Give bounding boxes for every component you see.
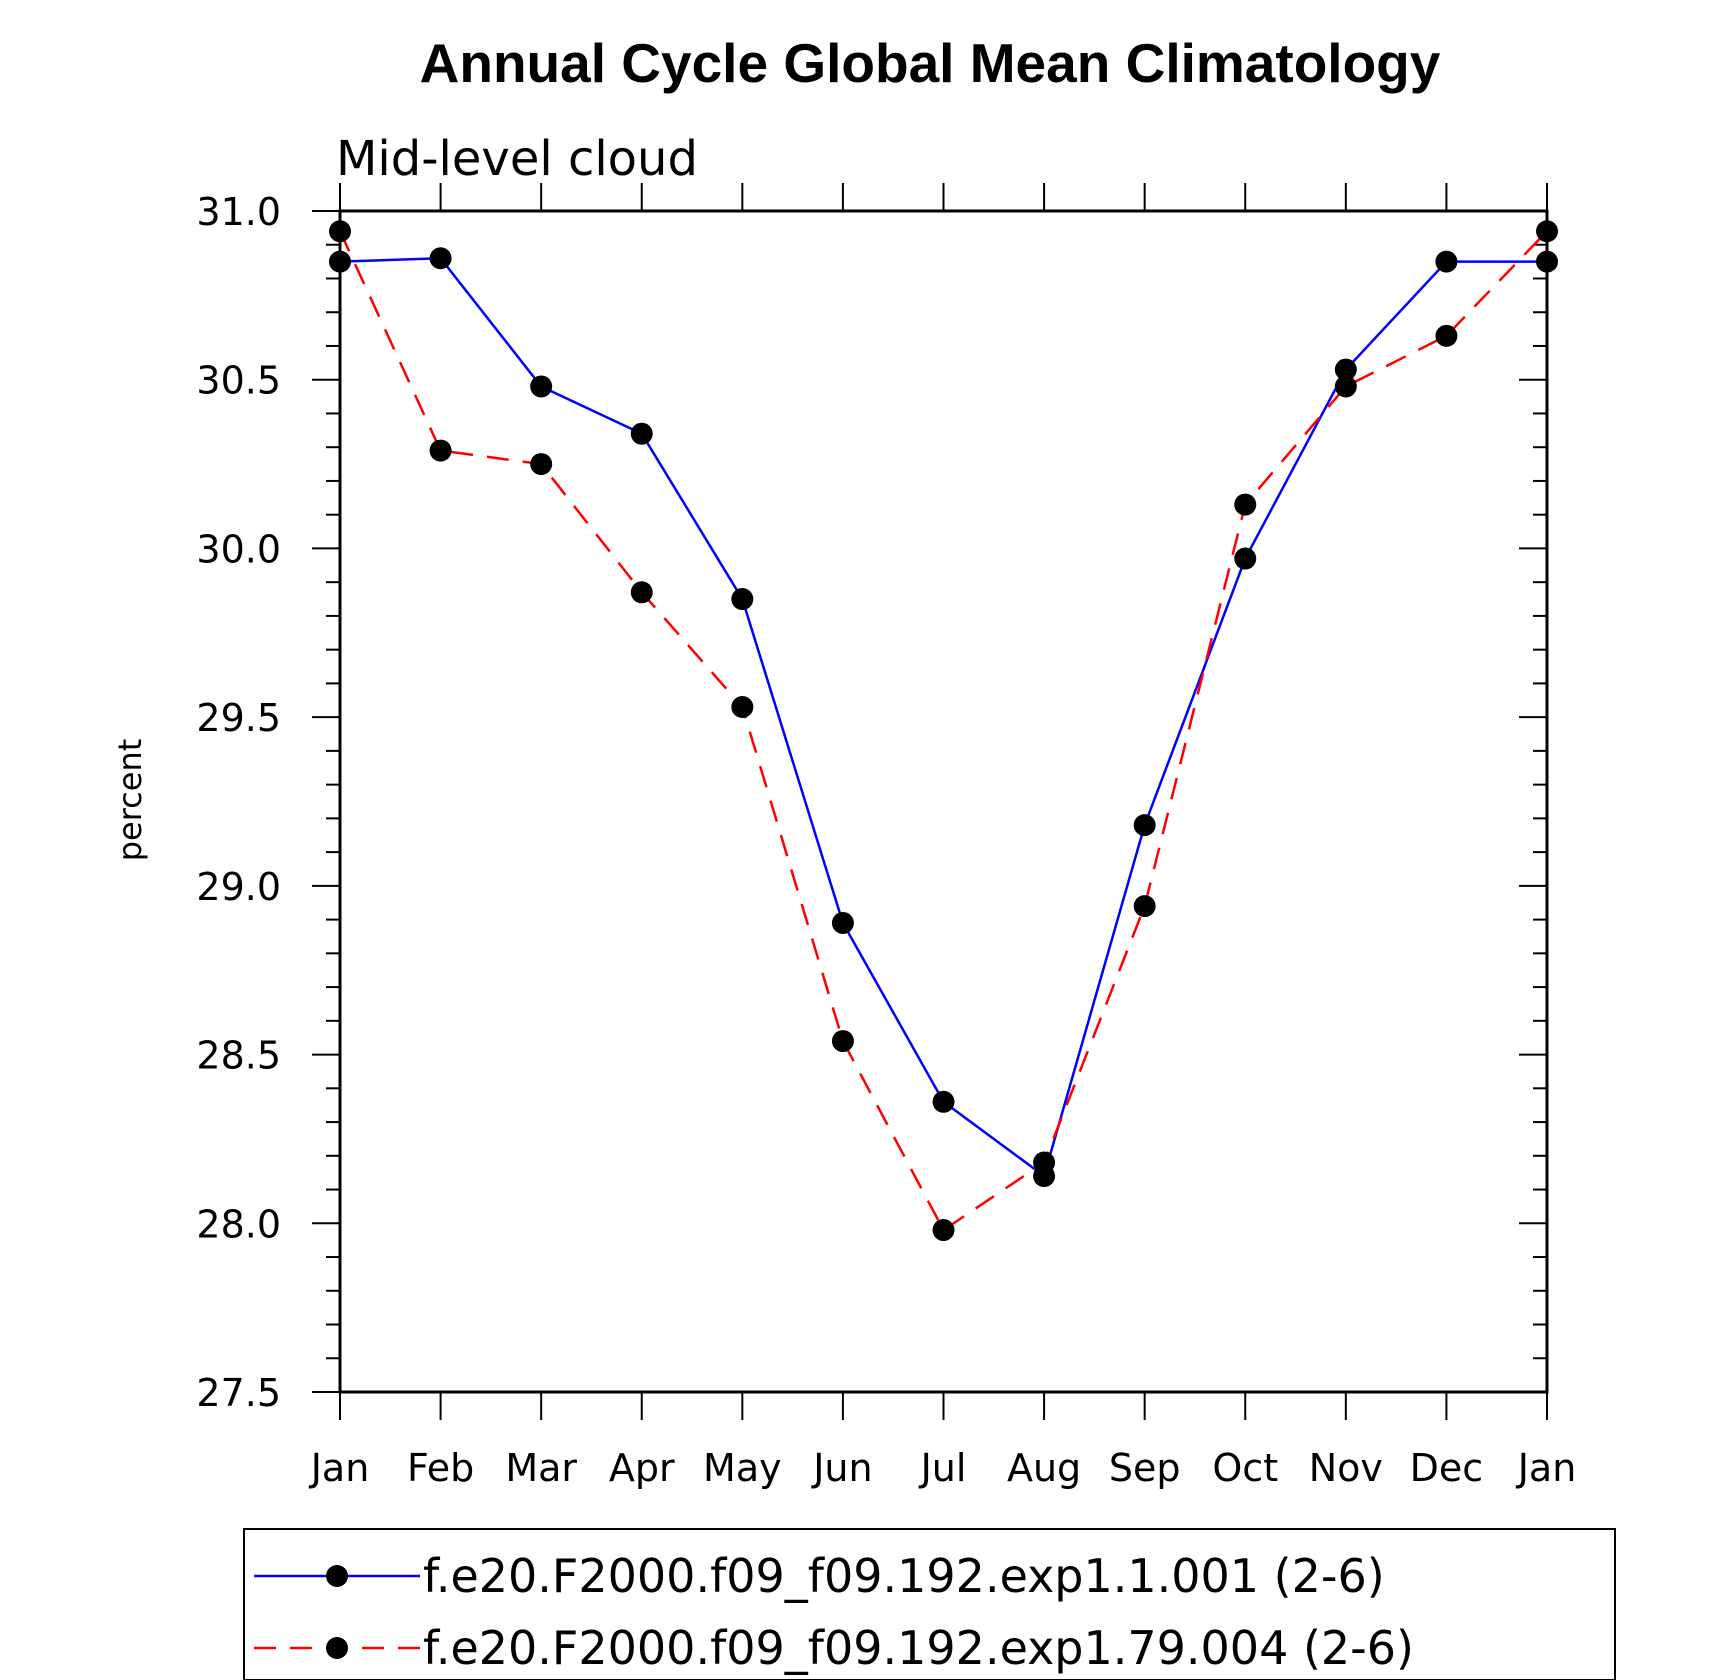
series-line-2: [338, 230, 1548, 1232]
series-1-point: [1536, 250, 1558, 273]
series-2-point: [1033, 1151, 1056, 1174]
y-tick-label: 28.0: [196, 1202, 281, 1246]
series-2-point: [932, 1219, 955, 1242]
series-2-point: [530, 453, 553, 476]
x-tick-label: May: [703, 1446, 782, 1490]
y-axis-label: percent: [111, 739, 149, 862]
y-tick-label: 29.0: [196, 865, 281, 909]
series-2-point: [1133, 895, 1156, 918]
series-1-point: [831, 911, 854, 934]
series-1-point: [329, 250, 351, 273]
x-tick-label: Aug: [1007, 1446, 1081, 1490]
series-1-point: [932, 1090, 955, 1113]
x-tick-label: Mar: [505, 1446, 577, 1490]
legend-box: [243, 1528, 1616, 1680]
y-tick-label: 31.0: [196, 190, 281, 234]
x-tick-label: Oct: [1212, 1446, 1278, 1490]
series-1-point: [429, 247, 452, 270]
series-2-point: [329, 220, 351, 243]
x-tick-label: Sep: [1109, 1446, 1181, 1490]
x-tick-label: Feb: [407, 1446, 474, 1490]
legend-marker-1: [326, 1565, 348, 1587]
y-tick-label: 30.5: [196, 359, 281, 403]
legend-label-2: f.e20.F2000.f09_f09.192.exp1.79.004 (2-6…: [423, 1621, 1414, 1675]
series-2-point: [429, 439, 452, 462]
series-1-point: [731, 588, 754, 611]
x-tick-label: Jan: [1516, 1446, 1577, 1490]
chart-subtitle: Mid-level cloud: [336, 131, 698, 187]
series-layer: [329, 220, 1558, 1242]
x-tick-label: Apr: [609, 1446, 675, 1490]
legend-marker-2: [326, 1637, 348, 1659]
legend: f.e20.F2000.f09_f09.192.exp1.1.001 (2-6)…: [254, 1549, 1414, 1675]
series-1-point: [1234, 547, 1257, 570]
y-tick-label: 29.5: [196, 696, 281, 740]
x-tick-label: Jun: [811, 1446, 872, 1490]
series-2-point: [630, 581, 653, 604]
y-axis-ticks: 27.5 28.0 28.5 29.0 29.5 30.0 30.5 31.0: [196, 190, 1547, 1415]
series-line-1: [339, 256, 1547, 1179]
series-1-point: [1435, 250, 1458, 273]
chart-title: Annual Cycle Global Mean Climatology: [420, 32, 1441, 94]
y-tick-label: 30.0: [196, 527, 281, 571]
series-2-point: [1536, 220, 1558, 243]
series-1-point: [1334, 358, 1357, 381]
plot-frame: [338, 209, 1549, 1394]
series-2-point: [1435, 324, 1458, 347]
series-2-point: [731, 696, 754, 719]
series-1-point: [630, 422, 653, 445]
series-1-point: [530, 375, 553, 398]
x-tick-label: Jul: [919, 1446, 967, 1490]
y-tick-label: 28.5: [196, 1034, 281, 1078]
x-tick-label: Jan: [309, 1446, 370, 1490]
x-axis-ticks: Jan Feb Mar Apr May Jun Jul Aug Sep Oct Nov Dec Jan: [309, 183, 1577, 1490]
series-2-point: [1334, 375, 1357, 398]
x-tick-label: Nov: [1309, 1446, 1383, 1490]
x-tick-label: Dec: [1410, 1446, 1484, 1490]
legend-label-1: f.e20.F2000.f09_f09.192.exp1.1.001 (2-6): [423, 1549, 1385, 1603]
series-2-point: [1234, 493, 1257, 516]
series-2-point: [831, 1030, 854, 1053]
series-1-point: [1133, 814, 1156, 837]
y-tick-label: 27.5: [196, 1371, 281, 1415]
